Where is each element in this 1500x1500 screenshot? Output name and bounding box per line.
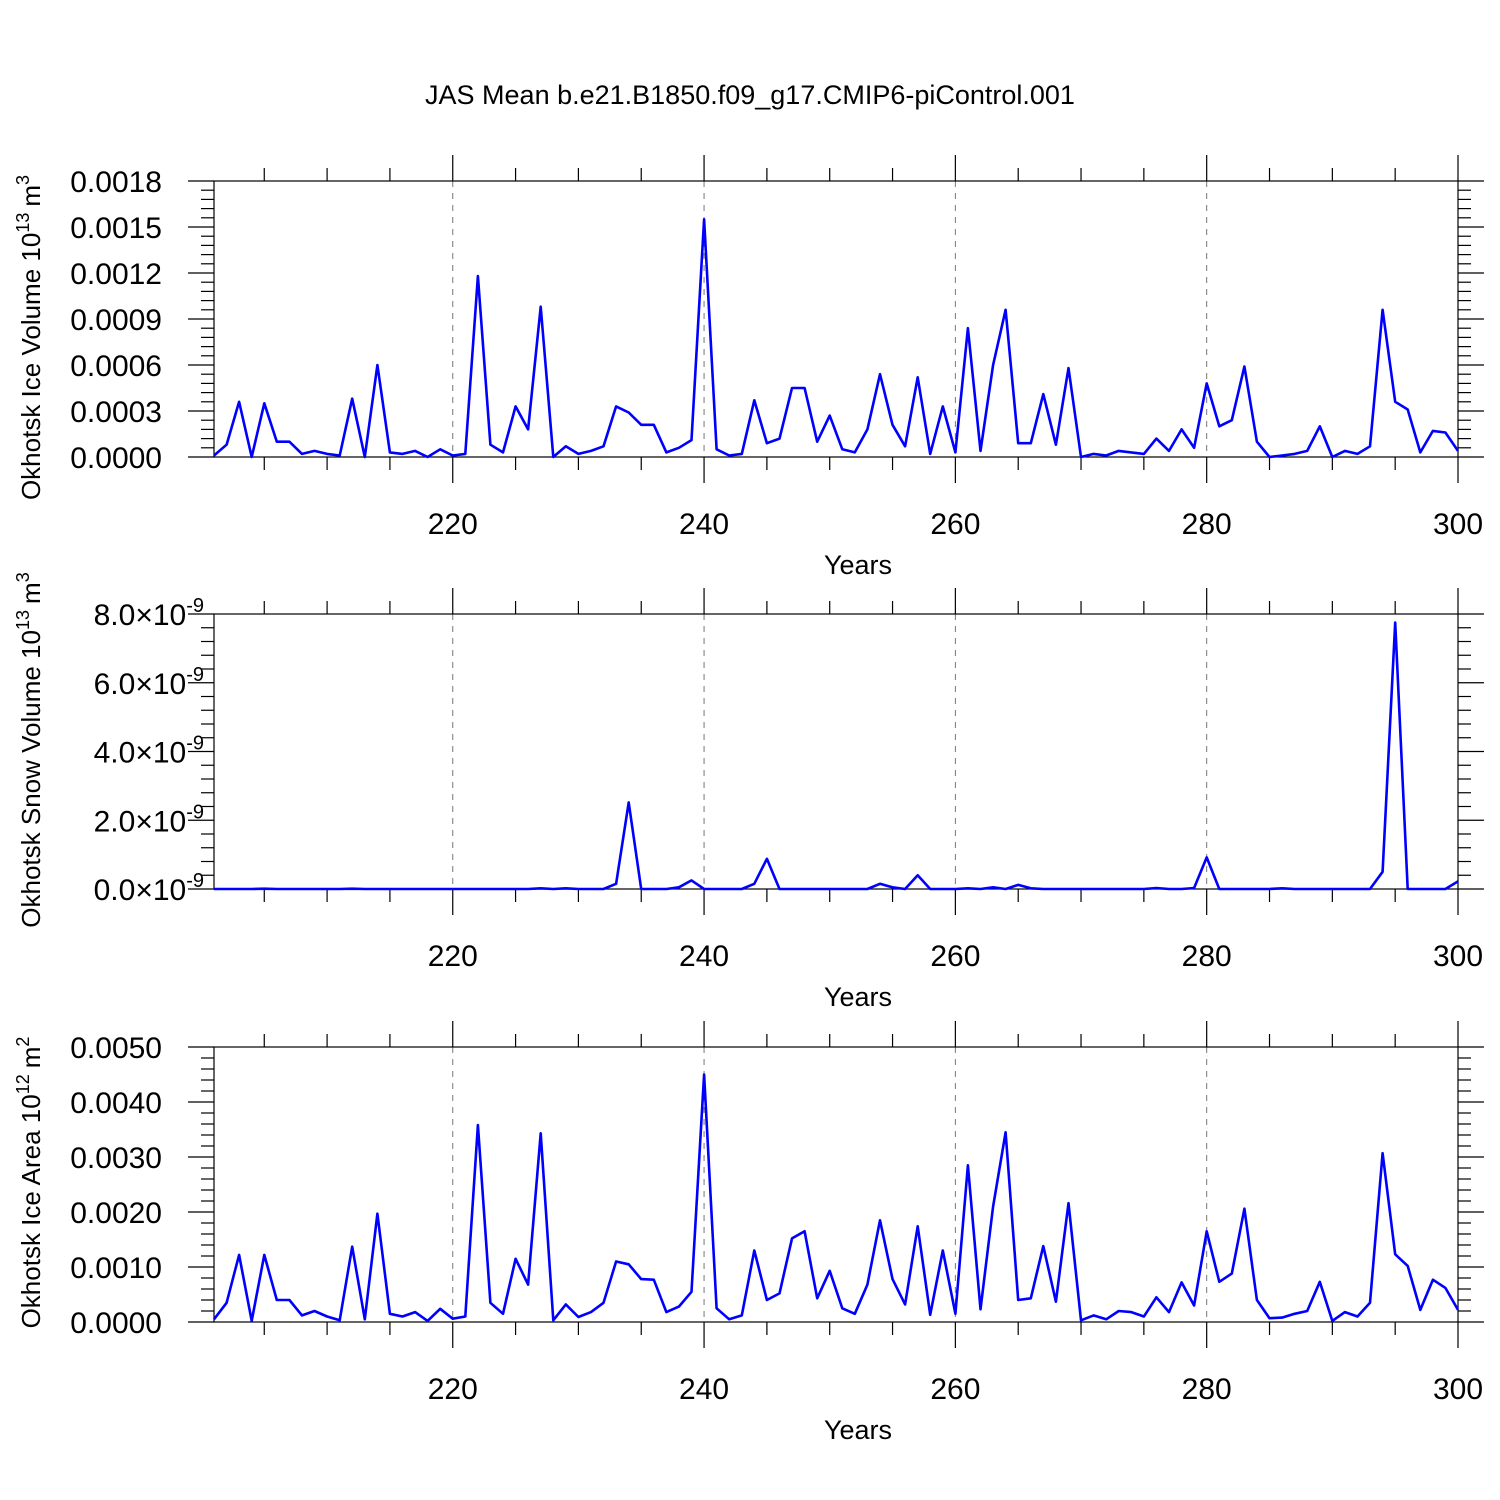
y-tick-mantissa: 6.0 (94, 668, 136, 701)
y-axis-label: Okhotsk Ice Volume 1013 m3 (13, 175, 46, 500)
y-tick-times: ×10 (135, 737, 186, 770)
y-tick-label: 0.0010 (70, 1252, 162, 1285)
y-axis-label-text: Okhotsk Snow Volume 10 (16, 630, 46, 928)
x-tick-label: 240 (679, 1373, 729, 1406)
panel-3: 220 240 260 280 300 Years 0.0000 0.0010 0.0020 0.… (13, 1021, 1484, 1445)
y-tick-times: ×10 (135, 805, 186, 838)
y-tick-exponent: -9 (186, 870, 204, 892)
y-tick-label: 0.0050 (70, 1032, 162, 1065)
y-tick-exponent: -9 (186, 733, 204, 755)
x-tick-label: 260 (930, 940, 980, 973)
x-tick-label: 220 (428, 940, 478, 973)
y-tick-label: 0.0018 (70, 166, 162, 199)
x-tick-label: 300 (1433, 940, 1483, 973)
y-axis-label-unit-exponent: 2 (13, 1037, 33, 1047)
x-tick-label: 300 (1433, 1373, 1483, 1406)
series-line (213, 218, 1460, 459)
y-tick-label: 4.0×10-9 (94, 733, 204, 770)
y-tick-exponent: -9 (186, 595, 204, 617)
y-axis-label: Okhotsk Ice Area 1012 m2 (13, 1037, 46, 1329)
figure-title: JAS Mean b.e21.B1850.f09_g17.CMIP6-piCon… (425, 80, 1075, 110)
x-tick-label: 280 (1182, 1373, 1232, 1406)
x-tick-label: 300 (1433, 508, 1483, 541)
x-tick-label: 220 (428, 508, 478, 541)
x-tick-label: 260 (930, 508, 980, 541)
series-line (214, 621, 1459, 891)
panel-1: 220 240 260 280 300 Years 0.0000 0.0003 0.0006 0.… (13, 155, 1484, 580)
y-tick-label: 6.0×10-9 (94, 664, 204, 701)
y-tick-label: 0.0040 (70, 1087, 162, 1120)
y-axis-label-unit-exponent: 3 (13, 175, 33, 185)
y-tick-label: 0.0020 (70, 1197, 162, 1230)
y-axis-label-text: Okhotsk Ice Volume 10 (16, 233, 46, 500)
y-tick-label: 0.0009 (70, 304, 162, 337)
panel-2: 220 240 260 280 300Years0.0×10-92.0×10-94.0×… (13, 572, 1484, 1012)
y-tick-mantissa: 8.0 (94, 599, 136, 632)
y-axis-label-unit: m (16, 1047, 46, 1069)
x-tick-label: 280 (1182, 940, 1232, 973)
x-tick-label: 240 (679, 508, 729, 541)
y-axis-label-text: Okhotsk Ice Area 10 (16, 1094, 46, 1328)
series-line (212, 1073, 1460, 1323)
y-tick-times: ×10 (135, 874, 186, 907)
x-tick-label: 260 (930, 1373, 980, 1406)
x-axis-label: Years (824, 1415, 892, 1445)
plot-frame (213, 1046, 1459, 1323)
y-tick-label: 8.0×10-9 (94, 595, 204, 632)
y-tick-label: 0.0006 (70, 350, 162, 383)
y-axis-label: Okhotsk Snow Volume 1013 m3 (13, 572, 46, 927)
y-tick-label: 0.0003 (70, 396, 162, 429)
y-axis-label-unit-exponent: 3 (13, 572, 33, 582)
y-tick-mantissa: 4.0 (94, 737, 136, 770)
plot-frame (213, 180, 1459, 458)
y-tick-mantissa: 2.0 (94, 805, 136, 838)
x-axis-label: Years (824, 982, 892, 1012)
y-tick-label: 0.0030 (70, 1142, 162, 1175)
x-tick-label: 220 (428, 1373, 478, 1406)
plot-frame (213, 613, 1459, 890)
y-tick-times: ×10 (135, 668, 186, 701)
y-tick-label: 0.0000 (70, 1307, 162, 1340)
y-tick-label: 0.0×10-9 (94, 870, 204, 907)
y-tick-label: 2.0×10-9 (94, 801, 204, 838)
y-tick-exponent: -9 (186, 801, 204, 823)
y-tick-mantissa: 0.0 (94, 874, 136, 907)
y-axis-label-exponent: 13 (13, 213, 33, 233)
x-axis-label: Years (824, 550, 892, 580)
y-axis-label-exponent: 13 (13, 610, 33, 630)
y-tick-exponent: -9 (186, 664, 204, 686)
x-tick-label: 280 (1182, 508, 1232, 541)
y-tick-label: 0.0000 (70, 442, 162, 475)
y-axis-label-unit: m (16, 582, 46, 604)
x-tick-label: 240 (679, 940, 729, 973)
y-tick-label: 0.0015 (70, 212, 162, 245)
y-tick-times: ×10 (135, 599, 186, 632)
y-tick-label: 0.0012 (70, 258, 162, 291)
y-axis-label-exponent: 12 (13, 1074, 33, 1094)
y-axis-label-unit: m (16, 185, 46, 207)
